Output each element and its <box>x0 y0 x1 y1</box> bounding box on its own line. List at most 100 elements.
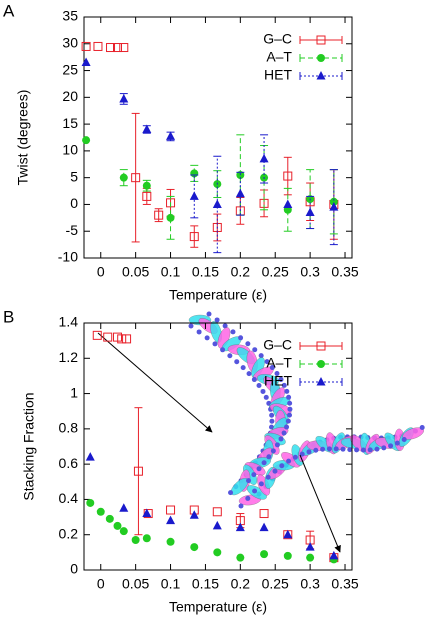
y-tick-label: 0 <box>70 561 78 577</box>
x-axis-title: Temperature (ε) <box>169 287 267 303</box>
point <box>131 173 141 183</box>
inset-bead <box>313 447 319 453</box>
y-tick-label: 0.8 <box>59 420 79 436</box>
point <box>154 210 164 220</box>
x-tick-label: 0.05 <box>122 576 149 592</box>
point <box>213 548 222 557</box>
point <box>305 542 315 551</box>
point <box>119 503 129 512</box>
legend-marker <box>317 54 325 62</box>
point <box>306 553 315 562</box>
inset-bead <box>388 443 394 449</box>
panel-label: B <box>3 307 14 326</box>
legend-label: HET <box>264 373 292 389</box>
point <box>260 550 269 559</box>
y-tick-label: 0.6 <box>59 455 79 471</box>
x-tick-label: 0.25 <box>262 264 289 280</box>
inset-bead <box>281 430 287 436</box>
y-tick-label: 15 <box>62 115 78 131</box>
point <box>142 508 152 518</box>
x-tick-label: 0.25 <box>262 576 289 592</box>
inset-bead <box>246 478 252 484</box>
point <box>92 330 102 340</box>
inset-bead <box>287 400 293 406</box>
point <box>329 550 339 560</box>
x-tick-label: 0.2 <box>231 576 251 592</box>
inset-blob <box>402 427 424 440</box>
inset-bead <box>279 463 285 469</box>
point <box>117 334 127 344</box>
inset-bead <box>278 376 284 382</box>
inset-bead <box>286 458 292 464</box>
inset-bead <box>286 394 292 400</box>
point <box>142 124 152 133</box>
y-tick-label: 1.4 <box>59 314 79 330</box>
inset-bead <box>206 311 212 317</box>
point <box>85 452 95 461</box>
point <box>119 527 128 536</box>
inset-bead <box>246 371 252 377</box>
inset-bead <box>374 446 380 452</box>
x-tick-label: 0.1 <box>161 576 181 592</box>
point <box>113 43 122 53</box>
inset-bead <box>214 317 220 323</box>
legend-label: G–C <box>263 337 292 353</box>
point <box>119 173 128 182</box>
x-tick-label: 0 <box>97 264 105 280</box>
legend-marker <box>316 71 326 80</box>
arrow <box>97 332 213 433</box>
point <box>86 498 95 507</box>
inset-bead <box>252 488 258 494</box>
point <box>113 521 122 530</box>
point <box>329 202 339 211</box>
inset-bead <box>299 451 305 457</box>
point <box>212 199 222 208</box>
inset-bead <box>222 323 228 329</box>
inset-bead <box>251 472 257 478</box>
point <box>82 136 91 145</box>
point <box>189 510 199 519</box>
point <box>283 199 293 208</box>
x-tick-label: 0.05 <box>122 264 149 280</box>
y-tick-label: 0.2 <box>59 525 79 541</box>
point <box>142 181 151 190</box>
inset-bead <box>394 440 400 446</box>
x-tick-label: 0.1 <box>161 264 181 280</box>
legend-marker <box>316 35 326 45</box>
inset-bead <box>284 388 290 394</box>
point <box>166 505 176 515</box>
point <box>166 131 176 140</box>
point <box>81 41 91 51</box>
x-tick-label: 0.15 <box>192 264 219 280</box>
point <box>305 207 315 216</box>
y-tick-label: 20 <box>62 88 78 104</box>
inset-bead <box>220 347 226 353</box>
inset-bead <box>354 447 360 453</box>
inset-bead <box>360 447 366 453</box>
point <box>166 213 175 222</box>
point <box>131 536 140 545</box>
x-tick-label: 0.3 <box>300 264 320 280</box>
legend-label: HET <box>264 67 292 83</box>
inset-bead <box>419 425 425 431</box>
point <box>105 514 114 523</box>
inset-bead <box>228 490 234 496</box>
inset-bead <box>258 353 264 359</box>
inset-bead <box>204 335 210 341</box>
point <box>212 520 222 530</box>
inset-bead <box>263 394 269 400</box>
x-axis-title: Temperature (ε) <box>169 599 267 615</box>
point <box>103 332 113 342</box>
panel-label: A <box>3 1 15 20</box>
inset-bead <box>333 446 339 452</box>
inset-bead <box>260 388 266 394</box>
point <box>236 553 245 562</box>
inset-bead <box>238 335 244 341</box>
inset-bead <box>281 382 287 388</box>
legend-marker <box>316 341 326 351</box>
point <box>142 534 151 543</box>
inset-bead <box>266 454 272 460</box>
inset-bead <box>269 418 275 424</box>
legend-marker <box>316 377 326 386</box>
inset-bead <box>234 359 240 365</box>
